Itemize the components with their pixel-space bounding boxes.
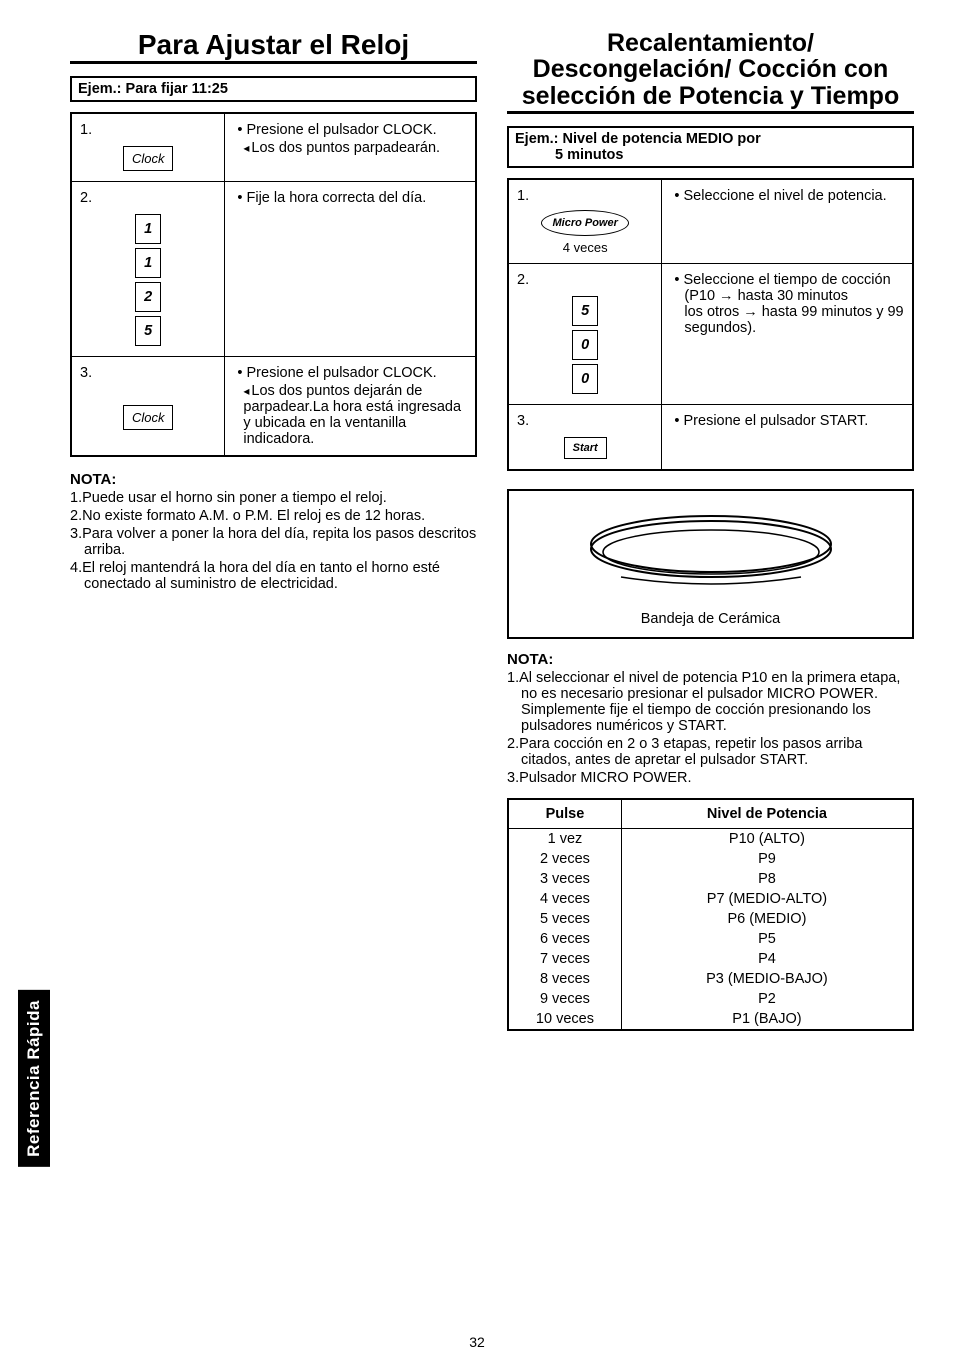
keypad-key: 1 [135, 248, 161, 278]
table-row: 2 vecesP9 [508, 849, 913, 869]
table-row: 8 vecesP3 (MEDIO-BAJO) [508, 969, 913, 989]
table-row: 1. Micro Power 4 veces Seleccione el niv… [508, 179, 913, 264]
keypad-key: 0 [572, 330, 598, 360]
table-row: 3. Start Presione el pulsador START. [508, 404, 913, 470]
list-item: 4.El reloj mantendrá la hora del día en … [84, 560, 477, 592]
left-column: Para Ajustar el Reloj Ejem.: Para fijar … [70, 30, 477, 1031]
right-title: Recalentamiento/ Descongelación/ Cocción… [507, 30, 914, 114]
pulse-cell: 5 veces [508, 909, 621, 929]
col-header-level: Nivel de Potencia [621, 799, 913, 829]
step-text: Fije la hora correcta del día. [233, 190, 467, 206]
press-count: 4 veces [517, 240, 653, 255]
keypad-key: 1 [135, 214, 161, 244]
left-example: Ejem.: Para fijar 11:25 [70, 76, 477, 102]
pulse-cell: 10 veces [508, 1009, 621, 1030]
table-row: 2. 5 0 0 Seleccione el tiempo de cocción… [508, 263, 913, 404]
table-header-row: Pulse Nivel de Potencia [508, 799, 913, 829]
table-row: 1. Clock Presione el pulsador CLOCK. Los… [71, 113, 476, 182]
start-button: Start [564, 437, 607, 459]
step-text: Seleccione el nivel de potencia. [670, 188, 904, 204]
step-number: 3. [80, 365, 92, 381]
list-item: 2.Para cocción en 2 o 3 etapas, repetir … [521, 736, 914, 768]
clock-steps-table: 1. Clock Presione el pulsador CLOCK. Los… [70, 112, 477, 457]
table-row: 3. Clock Presione el pulsador CLOCK. Los… [71, 357, 476, 457]
list-item: 1.Al seleccionar el nivel de potencia P1… [521, 670, 914, 734]
level-cell: P9 [621, 849, 913, 869]
table-row: 7 vecesP4 [508, 949, 913, 969]
nota-heading: NOTA: [70, 471, 477, 488]
step-number: 2. [80, 190, 92, 206]
level-cell: P2 [621, 989, 913, 1009]
level-cell: P4 [621, 949, 913, 969]
pulse-cell: 7 veces [508, 949, 621, 969]
step-text: Seleccione el tiempo de cocción (P10 → h… [670, 272, 904, 336]
side-tab: Referencia Rápida [18, 990, 50, 1167]
step-text: Presione el pulsador CLOCK. [233, 365, 467, 381]
nota-heading: NOTA: [507, 651, 914, 668]
list-item: 1.Puede usar el horno sin poner a tiempo… [84, 490, 477, 506]
level-cell: P7 (MEDIO-ALTO) [621, 889, 913, 909]
step-number: 1. [517, 188, 529, 204]
list-item: 2.No existe formato A.M. o P.M. El reloj… [84, 508, 477, 524]
ceramic-tray-icon [581, 509, 841, 599]
level-cell: P10 (ALTO) [621, 828, 913, 849]
clock-button: Clock [123, 405, 174, 430]
level-cell: P3 (MEDIO-BAJO) [621, 969, 913, 989]
level-cell: P5 [621, 929, 913, 949]
right-example: Ejem.: Nivel de potencia MEDIO por 5 min… [507, 126, 914, 168]
level-cell: P1 (BAJO) [621, 1009, 913, 1030]
pulse-cell: 1 vez [508, 828, 621, 849]
left-title: Para Ajustar el Reloj [70, 30, 477, 64]
list-item: 3.Pulsador MICRO POWER. [521, 770, 914, 786]
table-row: 9 vecesP2 [508, 989, 913, 1009]
table-row: 10 vecesP1 (BAJO) [508, 1009, 913, 1030]
col-header-pulse: Pulse [508, 799, 621, 829]
tray-caption: Bandeja de Cerámica [523, 611, 898, 627]
clock-button: Clock [123, 146, 174, 171]
pulse-cell: 9 veces [508, 989, 621, 1009]
pulse-cell: 3 veces [508, 869, 621, 889]
step-text: Presione el pulsador CLOCK. [233, 122, 467, 138]
keypad-key: 2 [135, 282, 161, 312]
step-text: Presione el pulsador START. [670, 413, 904, 429]
step-number: 1. [80, 122, 92, 138]
step-number: 3. [517, 413, 529, 429]
keypad-key: 0 [572, 364, 598, 394]
tray-figure: Bandeja de Cerámica [507, 489, 914, 639]
level-cell: P8 [621, 869, 913, 889]
table-row: 6 vecesP5 [508, 929, 913, 949]
list-item: 3.Para volver a poner la hora del día, r… [84, 526, 477, 558]
step-number: 2. [517, 272, 529, 288]
right-column: Recalentamiento/ Descongelación/ Cocción… [507, 30, 914, 1031]
nota-list-left: 1.Puede usar el horno sin poner a tiempo… [70, 490, 477, 592]
level-cell: P6 (MEDIO) [621, 909, 913, 929]
table-row: 5 vecesP6 (MEDIO) [508, 909, 913, 929]
table-row: 1 vezP10 (ALTO) [508, 828, 913, 849]
power-level-table: Pulse Nivel de Potencia 1 vezP10 (ALTO)2… [507, 798, 914, 1031]
pulse-cell: 4 veces [508, 889, 621, 909]
nota-list-right: 1.Al seleccionar el nivel de potencia P1… [507, 670, 914, 786]
table-row: 4 vecesP7 (MEDIO-ALTO) [508, 889, 913, 909]
keypad-key: 5 [135, 316, 161, 346]
power-steps-table: 1. Micro Power 4 veces Seleccione el niv… [507, 178, 914, 471]
table-row: 2. 1 1 2 5 Fije la hora correcta del día… [71, 182, 476, 357]
pulse-cell: 8 veces [508, 969, 621, 989]
pulse-cell: 6 veces [508, 929, 621, 949]
page-number: 32 [0, 1334, 954, 1350]
pulse-cell: 2 veces [508, 849, 621, 869]
table-row: 3 vecesP8 [508, 869, 913, 889]
keypad-key: 5 [572, 296, 598, 326]
micro-power-button: Micro Power [541, 210, 628, 236]
